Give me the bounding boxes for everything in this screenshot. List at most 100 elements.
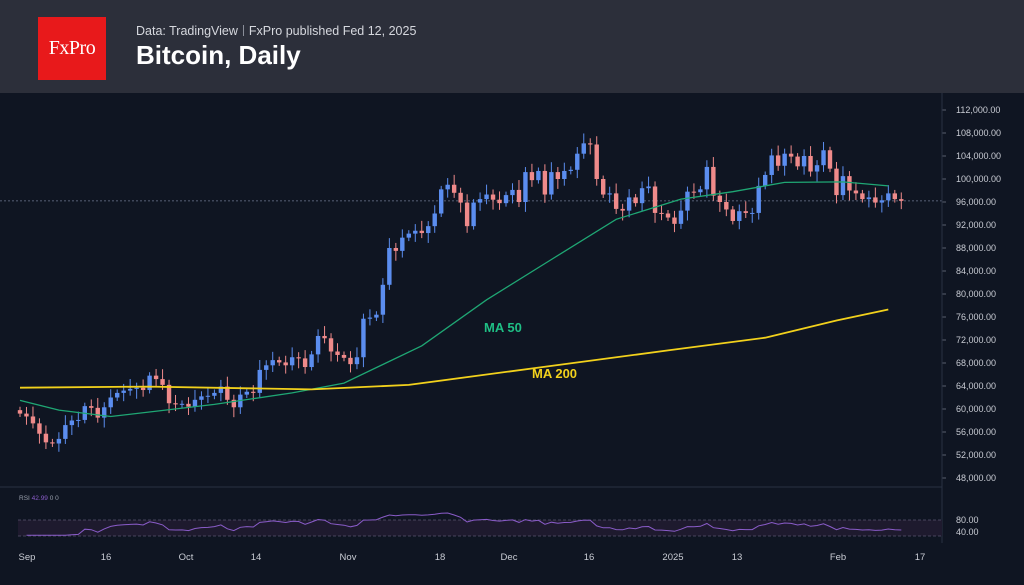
- candle-body: [205, 395, 211, 397]
- candle-body: [743, 211, 748, 213]
- candle-body: [341, 354, 347, 358]
- candle-body: [704, 166, 710, 190]
- candle-body: [192, 399, 198, 407]
- y-tick-label: 52,000.00: [956, 450, 996, 460]
- candle-body: [43, 433, 49, 443]
- candle-body: [173, 403, 178, 405]
- x-tick-label: 17: [915, 552, 926, 563]
- candle-body: [102, 407, 107, 418]
- candle-body: [717, 195, 723, 202]
- candle-body: [788, 153, 794, 157]
- y-tick-label: 76,000.00: [956, 312, 996, 322]
- candle-body: [231, 399, 237, 408]
- candle-body: [899, 199, 904, 201]
- candle-body: [782, 153, 787, 166]
- candle-body: [296, 357, 301, 359]
- candle-body: [199, 396, 204, 400]
- y-tick-label: 112,000.00: [956, 105, 1000, 115]
- candle-body: [166, 384, 172, 404]
- candle-body: [814, 165, 820, 172]
- candle-body: [115, 392, 120, 398]
- candle-body: [503, 195, 509, 204]
- candle-body: [283, 362, 288, 366]
- meta-line: Data: TradingView FxPro published Fed 12,…: [136, 24, 416, 38]
- data-source: Data: TradingView: [136, 24, 238, 38]
- candle-body: [613, 193, 619, 209]
- candle-body: [763, 174, 768, 186]
- rsi-extra: 0 0: [48, 495, 59, 502]
- x-tick-label: 18: [435, 552, 446, 563]
- x-tick-label: Dec: [501, 552, 518, 563]
- candle-body: [808, 156, 813, 172]
- y-tick-label: 72,000.00: [956, 335, 996, 345]
- candle-body: [860, 193, 865, 200]
- candle-body: [575, 153, 580, 170]
- candle-body: [147, 375, 152, 391]
- candle-body: [516, 189, 522, 202]
- logo-text: FxPro: [48, 37, 96, 59]
- price-chart[interactable]: 112,000.00 108,000.00 104,000.00 100,000.00…: [0, 93, 1024, 585]
- candle-body: [730, 209, 735, 221]
- candle-body: [678, 210, 684, 224]
- candle-body: [523, 172, 528, 202]
- rsi-band: [18, 520, 942, 536]
- candle-body: [879, 200, 885, 203]
- candle-body: [387, 248, 392, 285]
- x-tick-label: 2025: [662, 552, 683, 563]
- candle-body: [315, 335, 321, 355]
- y-tick-label: 104,000.00: [956, 151, 1001, 161]
- rsi-label: RSI 42.99 0 0: [19, 495, 59, 502]
- ma200-line: [19, 308, 889, 391]
- candle-body: [484, 194, 489, 200]
- candle-body: [121, 390, 126, 393]
- header-bar: FxPro Data: TradingView FxPro published F…: [0, 0, 1024, 93]
- candle-body: [244, 391, 249, 395]
- candle-body: [562, 170, 567, 179]
- candle-body: [160, 379, 165, 385]
- fxpro-logo[interactable]: FxPro: [38, 17, 106, 80]
- candle-body: [724, 202, 729, 210]
- ma50-annotation: MA 50: [484, 320, 522, 335]
- candle-body: [270, 360, 275, 366]
- candle-body: [432, 213, 437, 227]
- candle-body: [769, 155, 774, 175]
- candle-body: [439, 189, 444, 214]
- candle-body: [510, 189, 515, 196]
- candle-body: [179, 403, 185, 405]
- candle-body: [186, 403, 191, 407]
- candle-body: [801, 156, 807, 167]
- rsi-value: 42.99: [32, 495, 49, 502]
- x-tick-label: Feb: [830, 552, 846, 563]
- candle-body: [406, 233, 411, 238]
- candle-body: [451, 184, 457, 193]
- candle-body: [309, 354, 314, 368]
- candle-body: [17, 410, 23, 414]
- candle-body: [886, 193, 891, 201]
- y-tick-label: 68,000.00: [956, 358, 996, 368]
- candle-body: [646, 186, 651, 189]
- candle-body: [536, 170, 541, 181]
- x-tick-label: 13: [732, 552, 743, 563]
- candle-body: [698, 189, 703, 193]
- candle-body: [588, 143, 593, 145]
- candle-body: [153, 375, 159, 380]
- candle-body: [529, 172, 535, 181]
- ma200-annotation: MA 200: [532, 366, 577, 381]
- candle-body: [581, 143, 586, 154]
- rsi-tick-80: 80.00: [956, 515, 979, 525]
- x-tick-label: Sep: [19, 552, 36, 563]
- candle-body: [659, 212, 664, 214]
- rsi-tick-40: 40.00: [956, 527, 979, 537]
- candle-body: [69, 420, 75, 426]
- y-tick-label: 48,000.00: [956, 473, 996, 483]
- candle-body: [840, 176, 846, 196]
- candle-body: [464, 202, 470, 227]
- candle-body: [322, 335, 327, 339]
- candle-body: [555, 172, 561, 179]
- candle-body: [737, 211, 742, 221]
- candle-body: [400, 237, 405, 251]
- y-tick-label: 64,000.00: [956, 381, 996, 391]
- candle-body: [620, 208, 625, 211]
- y-tick-label: 56,000.00: [956, 427, 996, 437]
- y-tick-label: 96,000.00: [956, 197, 996, 207]
